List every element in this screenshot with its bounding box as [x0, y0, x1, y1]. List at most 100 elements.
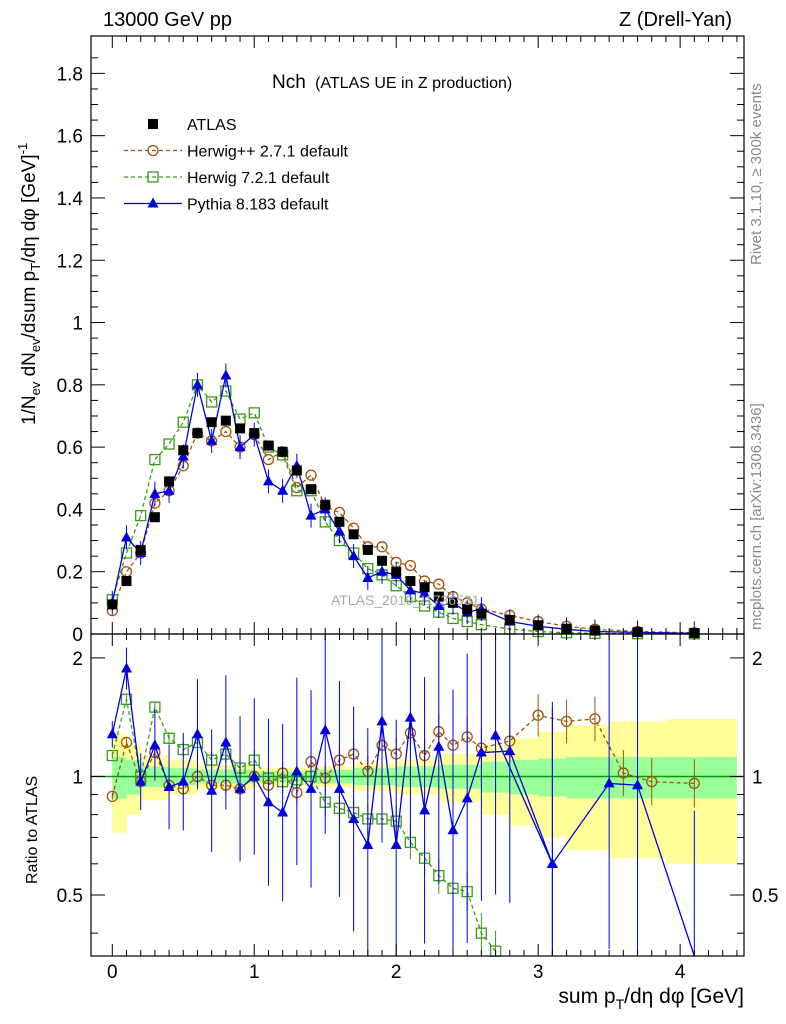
x-tick-label: 1 [249, 962, 260, 983]
pythia-ratio-point [191, 728, 203, 739]
pythia-legend-marker [147, 197, 159, 208]
pythia-main-point [333, 525, 345, 536]
pythia-ratio-point [248, 770, 260, 781]
band-inner-segment [665, 757, 737, 799]
y-tick-label: 1.4 [57, 189, 84, 210]
pythia-ratio-point [319, 724, 331, 735]
herwigpp-main-point [120, 566, 133, 578]
atlas-main-point [504, 614, 515, 625]
ratio-panel-frame [90, 633, 745, 957]
axes: 0 1 2 3 4 0 0.2 0.4 0.6 0.8 1 1.2 1.4 1.6 1.8 0.5 0.5 1 1 2… [57, 35, 778, 983]
legend-label-atlas: ATLAS [187, 117, 237, 134]
pythia-main-point [234, 441, 246, 452]
herwigpp-main-point [333, 506, 346, 519]
atlas-main-point [277, 446, 288, 457]
x-tick-label: 3 [533, 962, 544, 983]
atlas-main-point [263, 440, 274, 451]
herwig7-ratio-line [111, 699, 497, 952]
pythia-ratio-point [419, 804, 431, 815]
ratio-y-axis-label: Ratio to ATLAS [24, 776, 41, 884]
atlas-main-point [419, 582, 430, 593]
ratio-tick-label-right: 0.5 [752, 886, 778, 907]
atlas-main-point [391, 566, 402, 577]
pythia-ratio-point [362, 838, 374, 849]
ratio-uncertainty-band [91, 718, 744, 864]
herwigpp-main-point [220, 425, 232, 438]
atlas-main-point [362, 544, 373, 555]
atlas-main-point [206, 417, 217, 428]
pythia-ratio-point [475, 746, 487, 757]
pythia-main-point [262, 475, 274, 486]
pythia-main-point [404, 584, 416, 595]
y-tick-label: 0 [72, 625, 83, 646]
y-axis-label: 1/Nev dNev/dsum pT/dη dφ [GeV]-1 [15, 143, 43, 425]
atlas-main-point [164, 476, 175, 487]
pythia-ratio-point [504, 745, 516, 756]
atlas-main-point [462, 604, 473, 615]
y-tick-label: 1 [72, 314, 83, 335]
pythia-ratio-point [404, 711, 416, 722]
x-tick-label: 2 [391, 962, 402, 983]
herwigpp-legend-marker [147, 144, 159, 157]
herwig7-ratio-point [475, 927, 488, 939]
analysis-watermark: ATLAS_2019_I1736531 [331, 592, 480, 608]
pythia-main-point [220, 369, 232, 380]
pythia-main-point [277, 484, 289, 495]
pythia-ratio-point [632, 779, 644, 790]
herwigpp-main-point [305, 469, 317, 481]
herwigpp-ratio-point [589, 713, 601, 725]
herwig7-ratio-point [120, 693, 133, 705]
side-mcplots-label: mcplots.cern.ch [arXiv:1306.3436] [748, 403, 765, 630]
pythia-ratio-point [135, 775, 147, 786]
herwigpp-ratio-point [560, 715, 573, 728]
ratio-panel-marks [106, 634, 700, 957]
ratio-tick-label-left: 1 [72, 767, 83, 788]
band-inner-segment [112, 757, 127, 799]
herwigpp-ratio-point [617, 767, 629, 779]
pythia-ratio-point [490, 729, 502, 740]
herwigpp-ratio-point [106, 790, 118, 803]
legend-label-pythia: Pythia 8.183 default [187, 197, 329, 214]
herwigpp-main-point [433, 578, 445, 590]
pythia-ratio-point [234, 782, 246, 793]
herwig7-main-point [163, 438, 175, 450]
herwig7-main-point [177, 416, 189, 428]
herwig7-main-point [234, 413, 246, 425]
atlas-main-point [178, 445, 189, 456]
atlas-main-point [348, 529, 359, 540]
side-rivet-label: Rivet 3.1.10, ≥ 300k events [748, 83, 765, 265]
herwig7-main-point [135, 509, 147, 522]
pythia-main-point [348, 550, 360, 561]
pythia-main-point [206, 434, 218, 445]
atlas-main-point [405, 576, 416, 587]
pythia-main-point [419, 587, 431, 598]
plot-title-sub: (ATLAS UE in Z production) [315, 75, 512, 92]
atlas-main-point [220, 415, 231, 426]
x-tick-label: 0 [107, 962, 118, 983]
ratio-tick-label-right: 1 [752, 767, 763, 788]
pythia-main-point [305, 509, 317, 520]
x-axis-label: sum pT/dη dφ [GeV] [558, 985, 744, 1012]
pythia-main-point [177, 450, 189, 461]
herwigpp-main-point [262, 453, 275, 466]
plot-title: Nch (ATLAS UE in Z production) [272, 72, 512, 93]
pythia-ratio-line [111, 668, 695, 957]
herwig7-main-point [206, 396, 218, 408]
pythia-main-point [362, 571, 374, 582]
herwigpp-ratio-line [111, 714, 695, 797]
pythia-ratio-point [376, 715, 388, 726]
atlas-main-point [476, 608, 487, 619]
pythia-ratio-point [277, 806, 289, 817]
y-tick-label: 0.8 [57, 376, 83, 397]
atlas-main-point [334, 516, 345, 527]
atlas-main-point [291, 465, 302, 476]
atlas-main-point [249, 428, 260, 439]
ratio-tick-label-left: 2 [72, 649, 83, 670]
pythia-ratio-point [305, 782, 317, 793]
herwigpp-ratio-point [120, 736, 133, 749]
herwigpp-ratio-point [688, 777, 700, 790]
pythia-ratio-point [348, 812, 360, 823]
pythia-ratio-point [149, 739, 161, 750]
pythia-ratio-point [333, 782, 345, 793]
atlas-main-point [377, 555, 388, 566]
